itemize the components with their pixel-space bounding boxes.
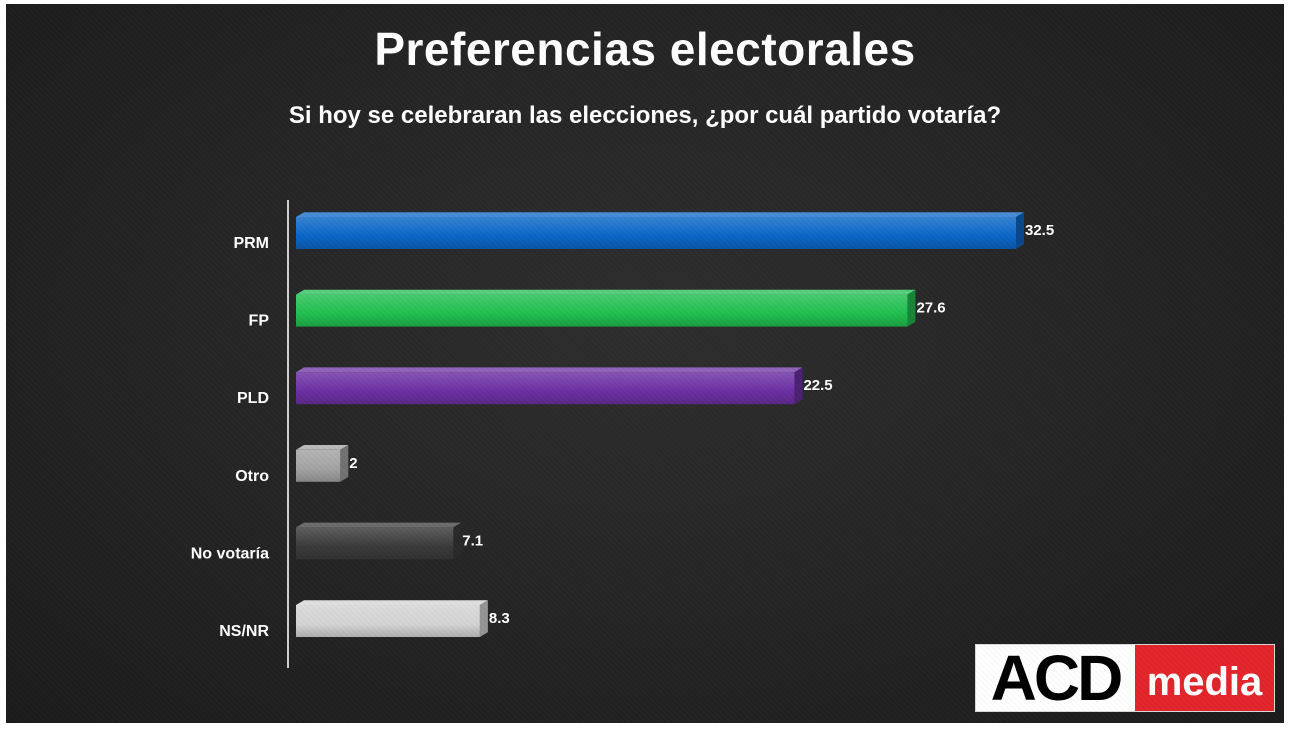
chart-subtitle: Si hoy se celebraran las elecciones, ¿po…	[288, 102, 1002, 129]
category-label: PRM	[233, 235, 269, 252]
value-label: 22.5	[803, 377, 832, 394]
bar-side-pld	[794, 367, 803, 405]
bar-side-fp	[907, 289, 916, 327]
bar-top-ns-nr	[296, 600, 488, 605]
value-label: 8.3	[489, 610, 510, 627]
bar-side-prm	[1016, 212, 1024, 249]
bar-fp	[296, 294, 908, 327]
logo-media-text: media	[1135, 645, 1274, 711]
bar-top-no-votar-a	[296, 522, 462, 528]
bar-prm	[296, 217, 1016, 249]
bar-chart: PRM 32.5 FP 27.6 PLD 22.5 Otro 2 No votaría 7.1 NS…	[191, 200, 1054, 668]
bar-ns-nr	[296, 605, 480, 637]
category-label: FP	[249, 313, 270, 330]
value-label: 7.1	[462, 532, 483, 549]
bar-top-fp	[296, 289, 916, 295]
chart-title: Preferencias electorales	[374, 23, 916, 75]
category-label: NS/NR	[219, 623, 269, 640]
logo-acd-text: ACD	[976, 645, 1135, 711]
bar-top-otro	[296, 445, 349, 450]
value-label: 27.6	[916, 300, 945, 317]
value-label: 2	[349, 455, 357, 472]
category-label: PLD	[237, 390, 269, 407]
category-label: Otro	[235, 468, 269, 485]
value-label: 32.5	[1025, 222, 1054, 239]
bar-top-prm	[296, 212, 1024, 217]
bar-side-otro	[340, 445, 349, 482]
category-label: No votaría	[191, 545, 269, 562]
bar-no-votar-a	[296, 527, 454, 560]
acd-media-logo: ACD media	[975, 644, 1275, 712]
bar-pld	[296, 372, 795, 405]
bar-otro	[296, 449, 341, 482]
bar-top-pld	[296, 367, 803, 373]
bar-side-no-votar-a	[453, 522, 462, 560]
bar-side-ns-nr	[479, 600, 488, 637]
chart-background: Preferencias electorales Si hoy se celeb…	[6, 4, 1284, 723]
